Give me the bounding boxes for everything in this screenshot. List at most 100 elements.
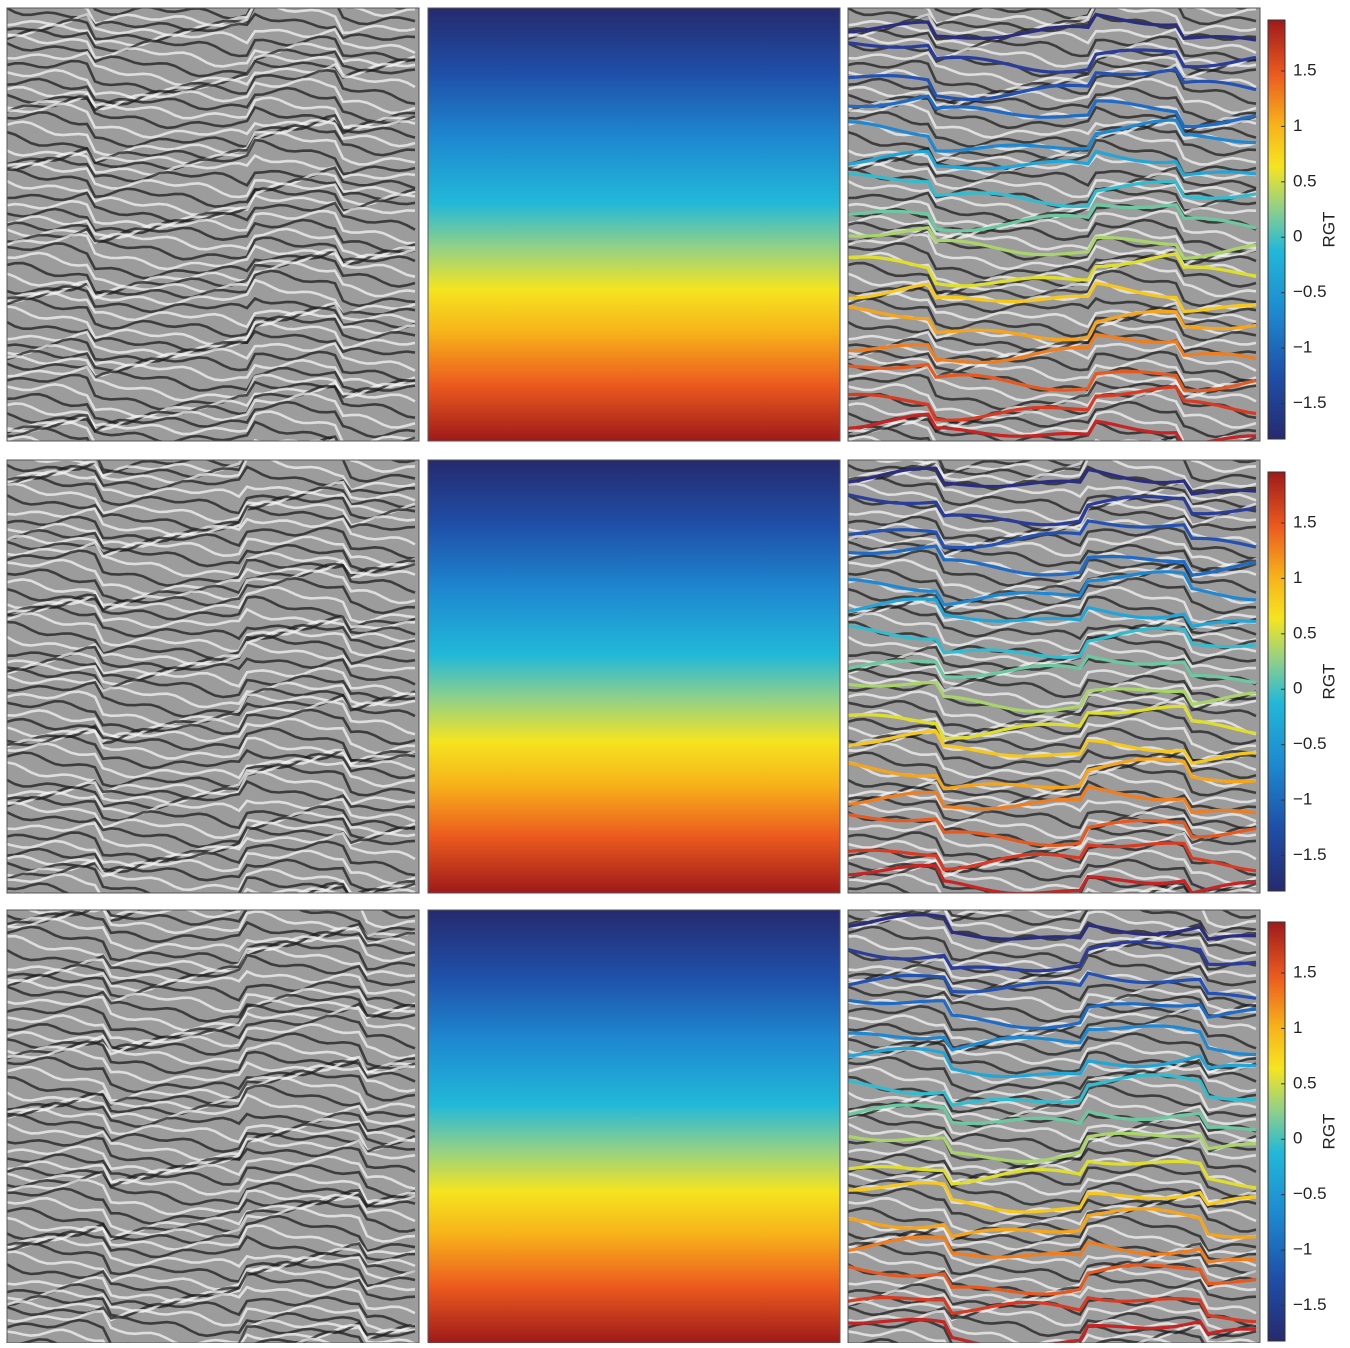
seismic-reflector	[848, 427, 1180, 441]
seismic-reflector	[7, 242, 416, 280]
seismic-reflector	[7, 604, 416, 641]
seismic-reflector	[7, 414, 416, 441]
colorbar-tick-label: −1.5	[1293, 393, 1327, 412]
colorbar-tick-label: −1	[1293, 1240, 1312, 1259]
seismic-reflector	[7, 934, 416, 972]
seismic-reflector	[7, 384, 416, 426]
seismic-reflector	[7, 1113, 416, 1154]
horizon	[848, 1159, 1257, 1190]
horizon	[848, 1235, 1257, 1264]
horizon	[848, 940, 1257, 973]
seismic-reflector	[7, 858, 416, 893]
seismic-reflector	[848, 28, 1257, 63]
seismic-reflector	[7, 1250, 416, 1291]
seismic-reflector	[848, 668, 1257, 702]
seismic-reflector	[848, 419, 1249, 441]
colorbar-tick-label: 0.5	[1293, 171, 1317, 190]
seismic-reflector	[7, 362, 416, 394]
colorbar-tick-label: −0.5	[1293, 734, 1327, 753]
seismic-reflector	[7, 751, 416, 789]
horizon	[848, 704, 1257, 740]
colorbar-tick-label: −1	[1293, 790, 1312, 809]
seismic-reflector	[7, 881, 349, 893]
seismic-reflector	[7, 779, 416, 812]
seismic-reflector	[848, 365, 1257, 402]
seismic-reflector	[848, 1235, 1257, 1268]
horizon	[848, 971, 1257, 1000]
seismic-reflector	[7, 668, 416, 702]
seismic-reflector	[7, 33, 416, 68]
horizon	[848, 1024, 1257, 1057]
horizon	[848, 729, 1257, 765]
seismic-reflector	[848, 801, 1257, 840]
seismic-reflector	[848, 23, 1257, 54]
seismic-reflector	[7, 790, 416, 823]
seismic-reflector	[7, 724, 416, 763]
rgt-volume	[428, 910, 840, 1343]
seismic-reflector	[7, 640, 416, 677]
horizon	[848, 1131, 1257, 1164]
horizon	[848, 1046, 1257, 1079]
colorbar	[1267, 471, 1286, 892]
seismic-reflector	[7, 968, 416, 997]
seismic-reflector	[7, 305, 416, 346]
seismic-reflector	[848, 831, 1257, 869]
colorbar-tick-label: −1.5	[1293, 845, 1327, 864]
colorbar-tick-label: 1.5	[1293, 962, 1317, 981]
seismic-reflector	[7, 365, 416, 402]
horizon	[848, 785, 1257, 815]
horizon	[848, 41, 1257, 74]
seismic-reflector	[7, 156, 416, 190]
panel-frame	[6, 7, 420, 442]
seismic-reflector	[7, 118, 416, 157]
horizon	[848, 757, 1257, 791]
panel	[848, 460, 1260, 893]
seismic-reflector	[7, 500, 416, 538]
seismic-reflector	[7, 1235, 416, 1268]
horizon	[848, 149, 1257, 177]
colorbar-tick-label: 0	[1293, 1129, 1302, 1148]
colorbar-tick-label: −1	[1293, 338, 1312, 357]
panel-frame	[6, 459, 420, 894]
colorbar-tick-label: −1.5	[1293, 1295, 1327, 1314]
seismic-reflector	[7, 320, 416, 359]
colorbar-tick-label: 1	[1293, 116, 1302, 135]
seismic-reflector	[7, 111, 416, 149]
seismic-reflector	[848, 475, 1257, 515]
seismic-reflector	[7, 254, 416, 295]
seismic-reflector	[848, 751, 1257, 789]
seismic-reflector	[848, 708, 1257, 746]
seismic-reflector	[7, 1014, 416, 1052]
seismic-reflector	[848, 517, 1257, 548]
seismic-reflector	[7, 1064, 416, 1102]
horizon	[848, 12, 1257, 42]
seismic-reflector	[7, 534, 416, 568]
seismic-reflector	[7, 1265, 416, 1304]
seismic-reflector	[848, 1330, 1205, 1343]
seismic-reflector	[848, 1199, 1257, 1241]
seismic-reflector	[7, 290, 416, 329]
horizon	[848, 67, 1257, 101]
horizon	[848, 466, 1257, 496]
seismic-reflector	[848, 1285, 1257, 1315]
seismic-reflector	[848, 227, 1257, 260]
horizon	[848, 305, 1257, 342]
seismic-reflector	[7, 1323, 416, 1343]
seismic-reflector	[7, 801, 416, 840]
rgt-volume	[428, 8, 840, 441]
colorbar-tick-label: 0	[1293, 227, 1302, 246]
seismic-reflector	[848, 33, 1257, 68]
seismic-reflector	[7, 1206, 416, 1243]
seismic-reflector	[933, 8, 1252, 20]
horizon	[848, 118, 1257, 153]
seismic-reflector	[848, 354, 1257, 389]
seismic-reflector	[848, 1064, 1257, 1102]
panel	[7, 910, 419, 1343]
horizon	[848, 281, 1257, 314]
seismic-reflector	[7, 227, 416, 260]
horizon	[848, 680, 1257, 713]
horizon	[848, 1103, 1257, 1132]
seismic-reflector	[7, 742, 416, 780]
seismic-reflector	[7, 285, 416, 316]
